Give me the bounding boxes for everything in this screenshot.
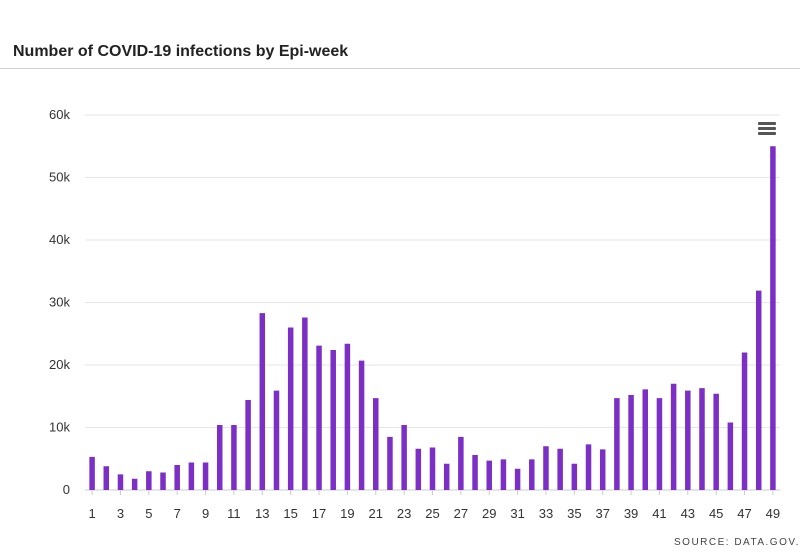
bar-week-27[interactable] [458,436,464,490]
y-tick-label: 0 [63,482,70,497]
x-tick-label: 7 [174,506,181,521]
bar-week-2[interactable] [103,466,110,490]
bar-week-3[interactable] [117,474,124,490]
x-tick-label: 39 [624,506,638,521]
x-tick-label: 25 [425,506,439,521]
bar-week-11[interactable] [231,425,237,490]
x-tick-label: 37 [595,506,609,521]
x-tick-label: 35 [567,506,581,521]
bar-week-37[interactable] [599,449,606,490]
bar-week-35[interactable] [571,463,578,490]
x-tick-label: 13 [255,506,269,521]
x-tick-label: 41 [652,506,666,521]
x-tick-label: 49 [766,506,780,521]
bar-week-18[interactable] [330,350,336,490]
bar-week-28[interactable] [472,455,478,490]
x-tick-label: 29 [482,506,496,521]
bar-week-21[interactable] [373,398,379,490]
bar-week-23[interactable] [401,425,407,490]
bar-week-33[interactable] [543,446,549,490]
bar-week-12[interactable] [245,400,251,490]
y-axis-ticks: 0 10k 20k 30k 40k 50k 60k [49,107,70,497]
bar-week-40[interactable] [642,389,649,490]
x-tick-label: 1 [88,506,95,521]
title-divider [0,68,800,69]
x-axis-ticks: 1 3 5 7 9 11 13 15 17 19 21 23 25 27 29 31 33 35 37 39 41 43 4… [88,490,780,521]
bar-week-32[interactable] [529,459,535,490]
bar-week-19[interactable] [344,343,351,490]
x-tick-label: 31 [510,506,524,521]
bar-week-16[interactable] [302,317,308,491]
bar-week-43[interactable] [685,390,691,490]
bar-week-49[interactable] [770,146,776,490]
bar-week-10[interactable] [216,425,223,490]
bar-week-39[interactable] [628,395,634,490]
x-tick-label: 23 [397,506,411,521]
x-tick-label: 33 [539,506,553,521]
bar-week-31[interactable] [514,468,521,490]
bar-week-15[interactable] [287,327,294,491]
bar-week-41[interactable] [656,398,663,490]
x-tick-label: 3 [117,506,124,521]
bar-week-17[interactable] [316,345,322,490]
bar-week-46[interactable] [727,422,734,491]
x-tick-label: 5 [145,506,152,521]
x-tick-label: 19 [340,506,354,521]
y-tick-label: 10k [49,420,70,435]
x-tick-label: 11 [227,506,241,521]
x-tick-label: 47 [737,506,751,521]
bar-week-26[interactable] [443,463,450,490]
x-tick-label: 21 [369,506,383,521]
source-label: SOURCE: DATA.GOV.SG [674,537,800,548]
bar-week-20[interactable] [358,360,365,490]
bar-week-14[interactable] [273,390,280,490]
bar-week-47[interactable] [741,352,748,491]
bar-week-45[interactable] [713,393,719,490]
x-tick-label: 15 [283,506,297,521]
x-tick-label: 17 [312,506,326,521]
y-tick-label: 60k [49,107,70,122]
bar-week-8[interactable] [188,462,195,491]
bar-week-44[interactable] [699,388,705,490]
bar-week-7[interactable] [174,465,180,490]
y-tick-label: 50k [49,170,70,185]
bar-week-1[interactable] [89,456,95,490]
x-tick-label: 9 [202,506,209,521]
bar-week-5[interactable] [146,471,152,490]
bars [89,146,776,491]
bar-week-36[interactable] [585,444,592,490]
x-tick-label: 43 [681,506,695,521]
bar-week-9[interactable] [202,462,209,491]
bar-week-30[interactable] [500,459,507,490]
bar-week-42[interactable] [670,383,677,490]
bar-week-13[interactable] [259,313,266,490]
bar-week-48[interactable] [755,290,762,490]
y-tick-label: 30k [49,295,70,310]
x-tick-label: 27 [454,506,468,521]
bar-week-34[interactable] [557,448,563,490]
chart-title: Number of COVID-19 infections by Epi-wee… [13,43,349,60]
bar-week-24[interactable] [415,448,422,490]
bar-week-22[interactable] [387,436,393,490]
gridlines [85,114,780,491]
y-tick-label: 20k [49,357,70,372]
bar-week-38[interactable] [614,398,620,490]
y-tick-label: 40k [49,232,70,247]
x-tick-label: 45 [709,506,723,521]
bar-week-25[interactable] [429,447,436,491]
bar-week-29[interactable] [486,460,492,490]
bar-week-4[interactable] [131,478,138,490]
bar-week-6[interactable] [160,472,166,491]
hamburger-menu-icon[interactable] [758,122,778,138]
